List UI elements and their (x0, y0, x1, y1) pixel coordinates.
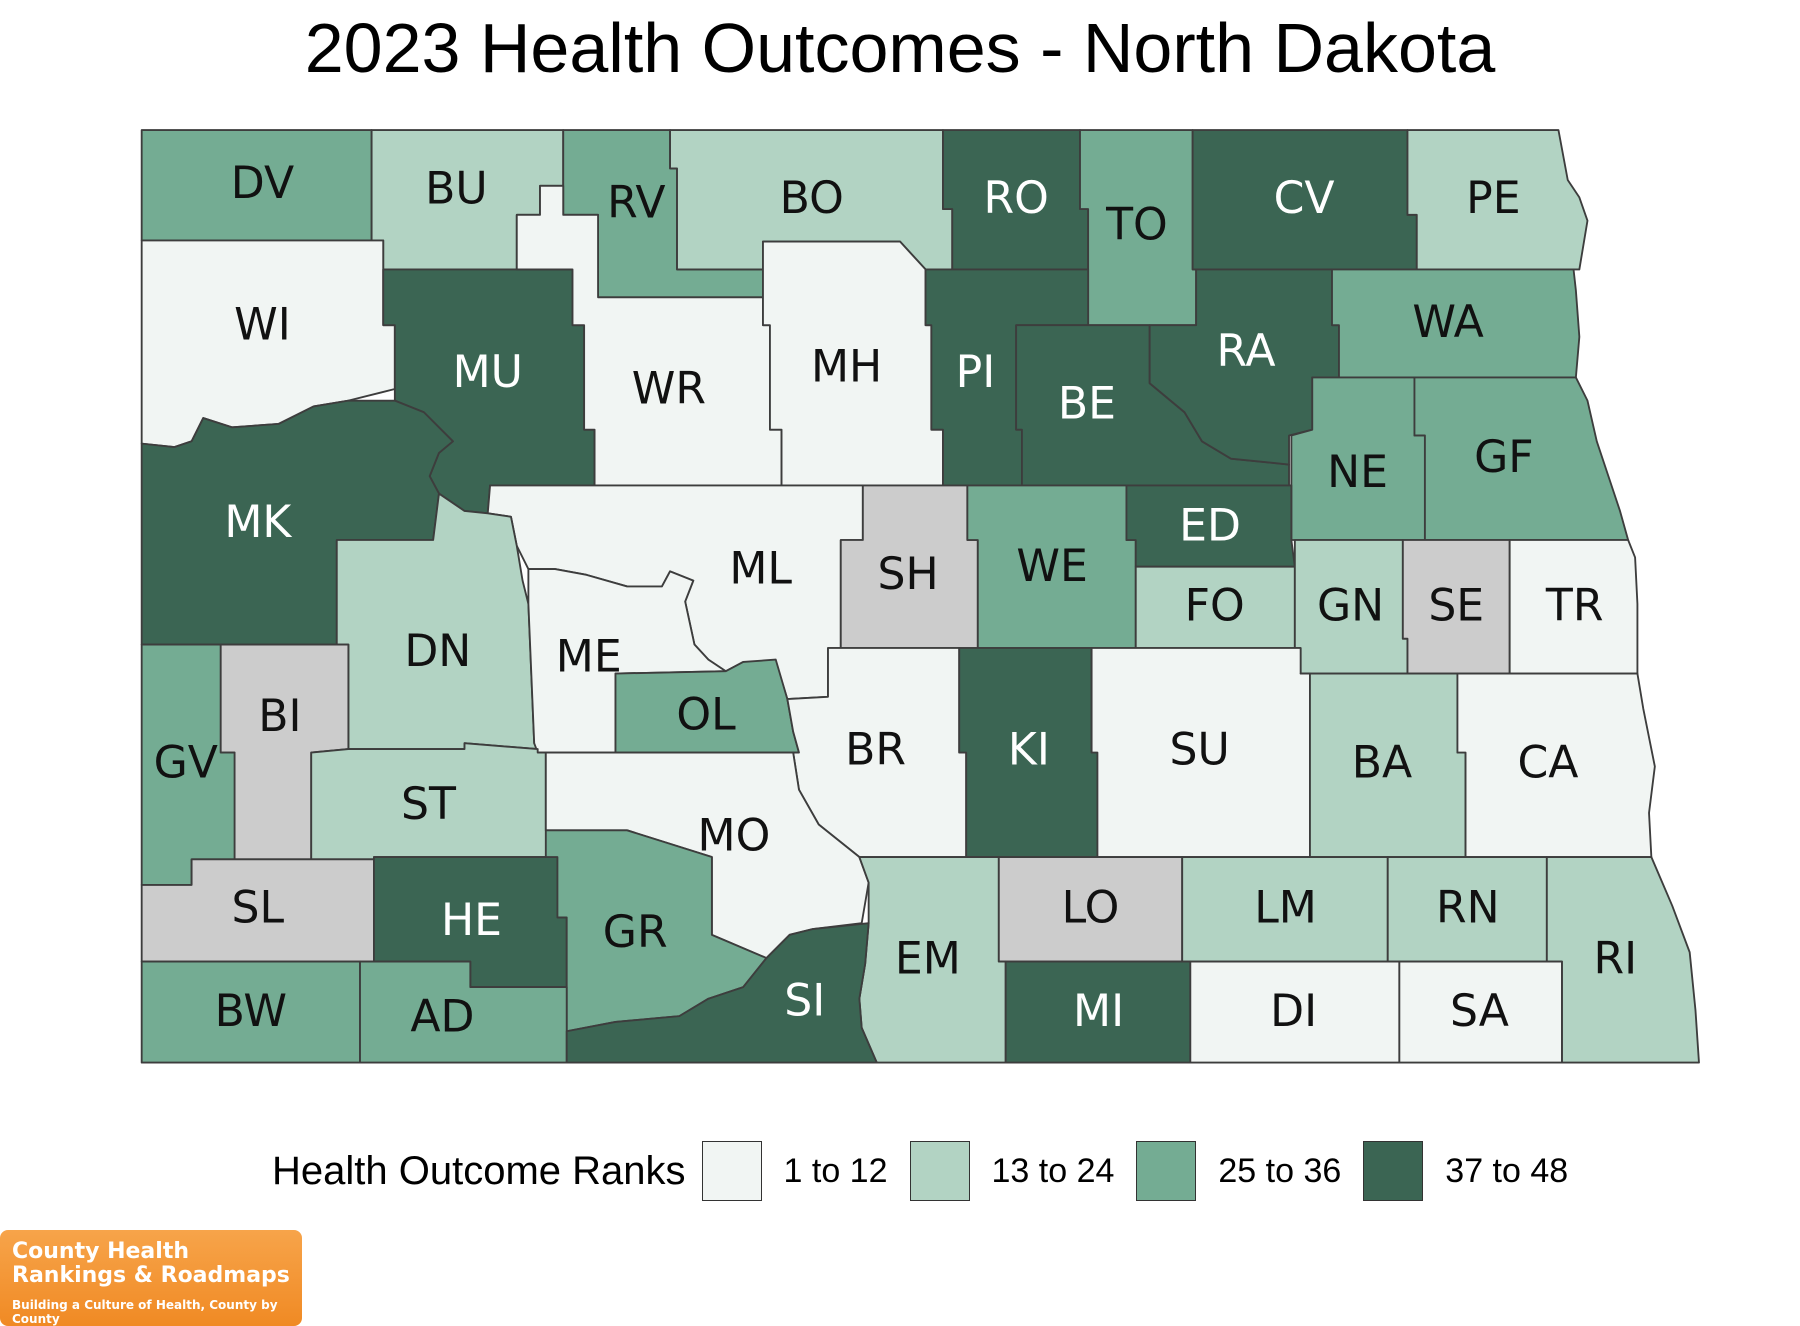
county-label-gf: GF (1474, 432, 1534, 483)
county-label-si: SI (784, 975, 825, 1026)
county-label-ba: BA (1352, 737, 1412, 788)
county-label-lm: LM (1254, 882, 1317, 933)
map-title: 2023 Health Outcomes - North Dakota (304, 9, 1496, 87)
counties-layer: DV BU RV BO RO TO CV PE WI MU WR MH PI BE RA WA MK NE GF ML… (140, 129, 1700, 1064)
legend-item-3: 25 to 36 (1136, 1141, 1345, 1201)
county-label-rn: RN (1436, 882, 1500, 933)
legend-item-2: 13 to 24 (909, 1141, 1119, 1201)
county-label-mu: MU (453, 347, 523, 398)
county-label-pe: PE (1466, 173, 1520, 224)
county-label-mi: MI (1073, 986, 1124, 1037)
legend-swatch-1 (701, 1141, 762, 1201)
county-label-ki: KI (1008, 725, 1050, 776)
legend-item-4: 37 to 48 (1363, 1141, 1572, 1201)
county-label-se: SE (1428, 581, 1484, 632)
county-label-sl: SL (232, 882, 285, 933)
county-label-su: SU (1169, 725, 1229, 776)
county-label-gv: GV (154, 737, 218, 788)
legend-label-4: 37 to 48 (1445, 1151, 1569, 1190)
county-label-ed: ED (1179, 500, 1241, 551)
chrr-logo: County Health Rankings & Roadmaps Buildi… (0, 1230, 302, 1326)
county-label-em: EM (895, 934, 961, 985)
county-label-wi: WI (234, 299, 291, 350)
county-label-me: ME (556, 632, 622, 683)
legend-swatch-4 (1363, 1141, 1424, 1201)
logo-line-1: County Health (12, 1239, 189, 1264)
county-label-bi: BI (258, 691, 301, 742)
county-label-ml: ML (729, 543, 792, 594)
county-label-fo: FO (1185, 581, 1245, 632)
county-label-we: WE (1016, 541, 1087, 592)
county-pe (1406, 129, 1589, 271)
county-label-bu: BU (425, 164, 488, 215)
county-label-ad: AD (410, 992, 474, 1043)
county-label-pi: PI (956, 347, 996, 398)
county-label-wa: WA (1412, 297, 1483, 348)
county-label-br: BR (845, 725, 906, 776)
county-label-cv: CV (1274, 173, 1335, 224)
county-si (565, 922, 878, 1064)
county-label-be: BE (1058, 378, 1116, 429)
county-label-bo: BO (780, 173, 844, 224)
county-label-he: HE (441, 895, 502, 946)
legend-swatch-3 (1136, 1141, 1197, 1201)
county-label-dn: DN (404, 626, 471, 677)
county-ad (359, 960, 568, 1064)
legend-swatch-2 (909, 1141, 970, 1201)
county-label-ol: OL (676, 690, 736, 741)
county-label-di: DI (1270, 986, 1317, 1037)
county-sa (1398, 960, 1563, 1064)
county-label-ri: RI (1594, 934, 1638, 985)
county-labels-layer: DV BU RV BO RO TO CV PE WI MU WR MH PI BE RA WA MK NE GF ML… (154, 158, 1638, 1043)
county-label-gr: GR (603, 907, 668, 958)
county-label-lo: LO (1062, 882, 1120, 933)
county-label-sa: SA (1450, 986, 1509, 1037)
logo-tagline: Building a Culture of Health, County by … (12, 1298, 278, 1326)
legend-label-2: 13 to 24 (991, 1151, 1115, 1190)
logo-line-2: Rankings & Roadmaps (12, 1263, 290, 1288)
county-gf (1413, 376, 1630, 541)
legend-label-1: 1 to 12 (783, 1151, 888, 1190)
county-label-tr: TR (1545, 581, 1604, 632)
county-label-st: ST (401, 779, 457, 830)
county-label-wr: WR (632, 363, 706, 414)
county-label-ne: NE (1327, 447, 1388, 498)
county-label-to: TO (1105, 200, 1168, 251)
county-label-sh: SH (878, 549, 939, 600)
county-label-bw: BW (215, 986, 287, 1037)
legend-title: Health Outcome Ranks (272, 1148, 686, 1193)
legend-label-3: 25 to 36 (1218, 1151, 1342, 1190)
county-label-mo: MO (698, 810, 771, 861)
legend: Health Outcome Ranks 1 to 12 13 to 24 25… (272, 1140, 1590, 1202)
legend-item-1: 1 to 12 (701, 1141, 892, 1201)
county-ca (1456, 672, 1656, 858)
county-label-ca: CA (1518, 737, 1579, 788)
county-label-mk: MK (224, 497, 292, 548)
county-label-mh: MH (811, 341, 882, 392)
county-label-rv: RV (607, 178, 665, 229)
county-label-ro: RO (983, 173, 1048, 224)
county-label-gn: GN (1317, 581, 1384, 632)
county-label-dv: DV (231, 158, 294, 209)
county-label-ra: RA (1217, 326, 1276, 377)
